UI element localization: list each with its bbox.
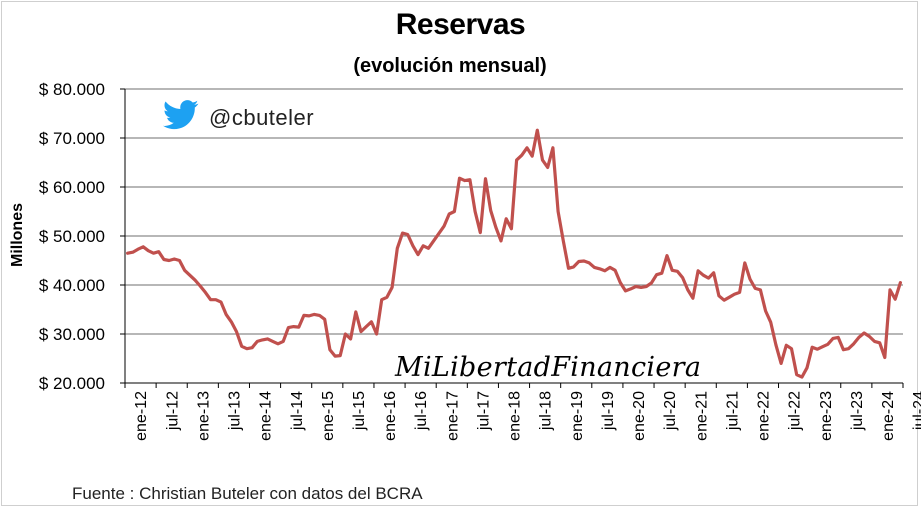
x-tick-label: jul-17 — [475, 391, 492, 431]
series-line-reservas — [125, 128, 903, 379]
y-tick-labels: $ 20.000 $ 30.000 $ 40.000 $ 50.000 $ 60.000… — [39, 80, 105, 393]
y-tick-label: $ 50.000 — [39, 227, 105, 246]
y-tick-label: $ 20.000 — [39, 374, 105, 393]
y-tick-label: $ 70.000 — [39, 129, 105, 148]
x-tick-label: ene-20 — [631, 391, 648, 441]
x-tick-label: jul-18 — [538, 391, 555, 431]
y-tick-label: $ 40.000 — [39, 276, 105, 295]
x-tick-label: ene-22 — [756, 391, 773, 441]
x-tick-label: jul-12 — [164, 391, 181, 431]
y-tick-label: $ 30.000 — [39, 325, 105, 344]
twitter-bird-icon — [163, 100, 199, 135]
x-tick-label: ene-17 — [444, 391, 461, 441]
x-tick-label: ene-16 — [382, 391, 399, 441]
x-tick-label: ene-21 — [693, 391, 710, 441]
x-tick-label: ene-18 — [507, 391, 524, 441]
x-tick-label: jul-22 — [787, 391, 804, 431]
x-tick-label: jul-13 — [227, 391, 244, 431]
x-tick-label: jul-24 — [911, 391, 921, 431]
chart-subtitle: (evolución mensual) — [353, 55, 547, 77]
watermark-text: MiLibertadFinanciera — [395, 352, 702, 383]
x-tick-label: ene-23 — [818, 391, 835, 441]
y-tick-label: $ 80.000 — [39, 80, 105, 99]
x-tick-label: ene-14 — [258, 391, 275, 441]
x-tick-label: jul-16 — [413, 391, 430, 431]
axes — [120, 88, 904, 388]
chart-title: Reservas — [395, 8, 526, 41]
x-tick-label: jul-14 — [289, 391, 306, 431]
x-tick-label: ene-24 — [880, 391, 897, 441]
x-tick-label: jul-20 — [662, 391, 679, 431]
x-tick-labels: ene-12 jul-12 ene-13 jul-13 ene-14 jul-14 ene-… — [133, 391, 921, 441]
source-note: Fuente : Christian Buteler con datos del… — [72, 484, 423, 503]
y-tick-label: $ 60.000 — [39, 178, 105, 197]
x-tick-label: ene-19 — [569, 391, 586, 441]
twitter-handle: @cbuteler — [209, 104, 315, 130]
x-tick-label: jul-15 — [351, 391, 368, 431]
series-layer — [125, 128, 903, 379]
x-tick-label: jul-19 — [600, 391, 617, 431]
x-tick-label: ene-12 — [133, 391, 150, 441]
twitter-badge: @cbuteler — [163, 100, 314, 135]
x-tick-label: jul-21 — [724, 391, 741, 431]
x-tick-label: ene-13 — [195, 391, 212, 441]
x-tick-label: ene-15 — [320, 391, 337, 441]
x-tick-label: jul-23 — [849, 391, 866, 431]
